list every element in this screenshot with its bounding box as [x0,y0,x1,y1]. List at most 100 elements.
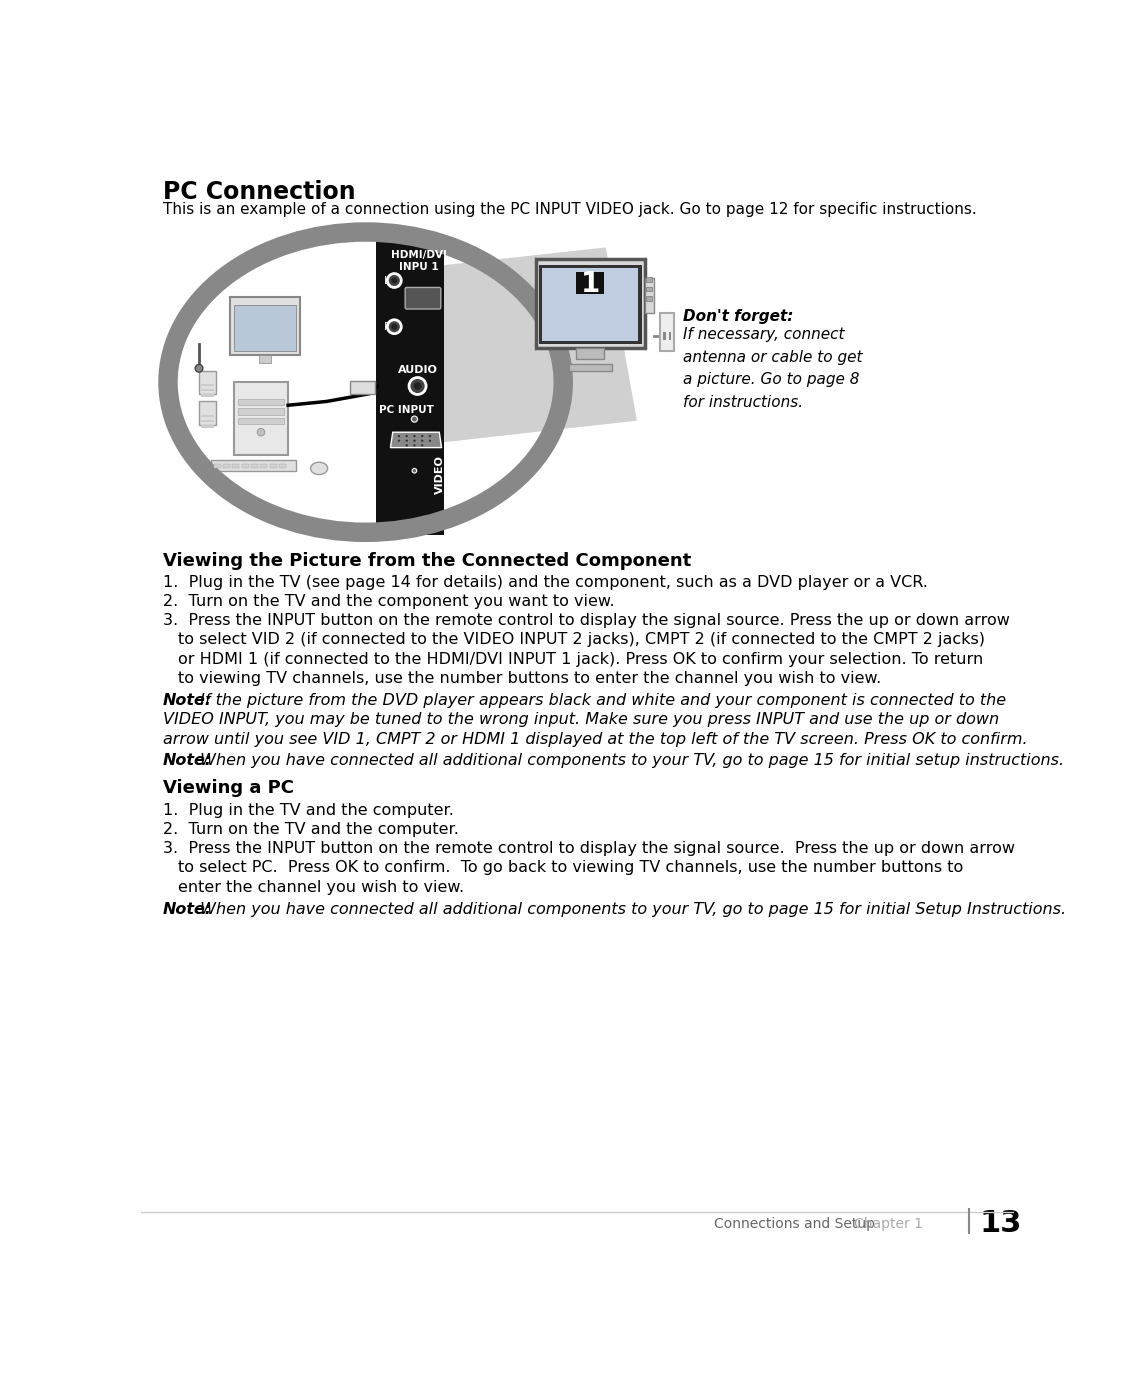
Text: 3.  Press the INPUT button on the remote control to display the signal source.  : 3. Press the INPUT button on the remote … [162,841,1014,856]
Bar [350,382,375,394]
Circle shape [409,378,426,394]
Text: Note:: Note: [162,752,212,768]
Bar [238,408,284,415]
Text: 3.  Press the INPUT button on the remote control to display the signal source. P: 3. Press the INPUT button on the remote … [162,613,1010,629]
Bar [202,425,214,428]
Bar [202,394,214,397]
Text: PC Connection: PC Connection [162,180,355,204]
Bar [660,312,674,351]
FancyBboxPatch shape [405,287,441,310]
Bar [646,296,653,301]
Text: 1.  Plug in the TV (see page 14 for details) and the component, such as a DVD pl: 1. Plug in the TV (see page 14 for detai… [162,575,928,590]
Text: 2.  Turn on the TV and the computer.: 2. Turn on the TV and the computer. [162,822,459,837]
Text: Viewing a PC: Viewing a PC [162,780,293,798]
Circle shape [388,319,401,333]
Bar [646,287,653,291]
Text: If necessary, connect
antenna or cable to get
a picture. Go to page 8
for instru: If necessary, connect antenna or cable t… [683,326,863,409]
Circle shape [406,444,408,447]
Text: PC INPUT: PC INPUT [379,405,434,415]
Bar [234,305,296,351]
Text: L: L [383,276,390,286]
Bar [251,464,258,468]
Text: to viewing TV channels, use the number buttons to enter the channel you wish to : to viewing TV channels, use the number b… [178,670,881,686]
Bar [536,260,645,347]
Circle shape [421,434,424,437]
Text: 1.  Plug in the TV and the computer.: 1. Plug in the TV and the computer. [162,802,453,818]
Text: VIDEO: VIDEO [435,455,445,494]
Bar [238,400,284,405]
Bar [539,265,641,344]
Bar [234,382,289,455]
Text: enter the channel you wish to view.: enter the channel you wish to view. [178,880,464,895]
Bar [278,464,286,468]
Bar [576,272,604,294]
Text: If the picture from the DVD player appears black and white and your component is: If the picture from the DVD player appea… [195,693,1006,708]
Bar [542,268,638,341]
Text: Don't forget:: Don't forget: [683,310,793,323]
Text: R: R [383,322,391,332]
Circle shape [406,434,408,437]
Bar [238,418,284,423]
Bar [259,355,272,362]
Bar [646,278,653,282]
Bar [199,371,216,394]
Text: HDMI/DVI
INPU 1: HDMI/DVI INPU 1 [391,250,447,272]
Text: Note:: Note: [162,902,212,917]
Circle shape [398,434,400,437]
Bar [223,464,230,468]
Text: Connections and Setup: Connections and Setup [715,1217,876,1231]
Circle shape [414,444,416,447]
Text: to select VID 2 (if connected to the VIDEO INPUT 2 jacks), CMPT 2 (if connected : to select VID 2 (if connected to the VID… [178,633,985,647]
Bar [569,365,612,371]
Text: Chapter 1: Chapter 1 [854,1217,923,1231]
Circle shape [414,382,421,390]
Polygon shape [429,247,637,444]
Circle shape [412,468,417,473]
Bar [202,389,214,391]
Circle shape [257,429,265,436]
Circle shape [388,273,401,287]
Text: Note:: Note: [162,693,212,708]
Bar [576,347,604,359]
Circle shape [428,434,432,437]
Bar [232,464,239,468]
Text: AUDIO: AUDIO [398,365,437,375]
Circle shape [421,444,424,447]
Bar [230,297,300,355]
Circle shape [411,416,417,422]
Bar [211,459,296,471]
Circle shape [428,440,432,441]
Bar [668,332,671,340]
Text: VIDEO INPUT, you may be tuned to the wrong input. Make sure you press INPUT and : VIDEO INPUT, you may be tuned to the wro… [162,712,999,727]
Circle shape [421,440,424,441]
Bar [202,421,214,422]
Bar [663,332,666,340]
Text: 1: 1 [580,269,600,297]
Bar [202,415,214,416]
Circle shape [414,440,416,441]
Circle shape [406,440,408,441]
Ellipse shape [311,462,328,475]
Polygon shape [390,432,442,447]
Text: arrow until you see VID 1, CMPT 2 or HDMI 1 displayed at the top left of the TV : arrow until you see VID 1, CMPT 2 or HDM… [162,731,1027,747]
Text: Viewing the Picture from the Connected Component: Viewing the Picture from the Connected C… [162,551,691,569]
Bar [269,464,276,468]
Text: to select PC.  Press OK to confirm.  To go back to viewing TV channels, use the : to select PC. Press OK to confirm. To go… [178,861,964,876]
Text: When you have connected all additional components to your TV, go to page 15 for : When you have connected all additional c… [195,902,1066,917]
Bar [375,235,444,534]
Circle shape [195,365,203,372]
Circle shape [391,278,398,283]
Text: 13: 13 [979,1209,1022,1238]
Bar [199,401,216,425]
Bar [202,383,214,386]
Bar [241,464,249,468]
Ellipse shape [168,232,564,533]
Bar [260,464,267,468]
Text: This is an example of a connection using the PC INPUT VIDEO jack. Go to page 12 : This is an example of a connection using… [162,203,976,217]
Bar [214,464,221,468]
Circle shape [398,440,400,441]
Text: 2.  Turn on the TV and the component you want to view.: 2. Turn on the TV and the component you … [162,594,614,609]
Circle shape [414,434,416,437]
Text: or HDMI 1 (if connected to the HDMI/DVI INPUT 1 jack). Press OK to confirm your : or HDMI 1 (if connected to the HDMI/DVI … [178,651,984,666]
Text: When you have connected all additional components to your TV, go to page 15 for : When you have connected all additional c… [195,752,1064,768]
